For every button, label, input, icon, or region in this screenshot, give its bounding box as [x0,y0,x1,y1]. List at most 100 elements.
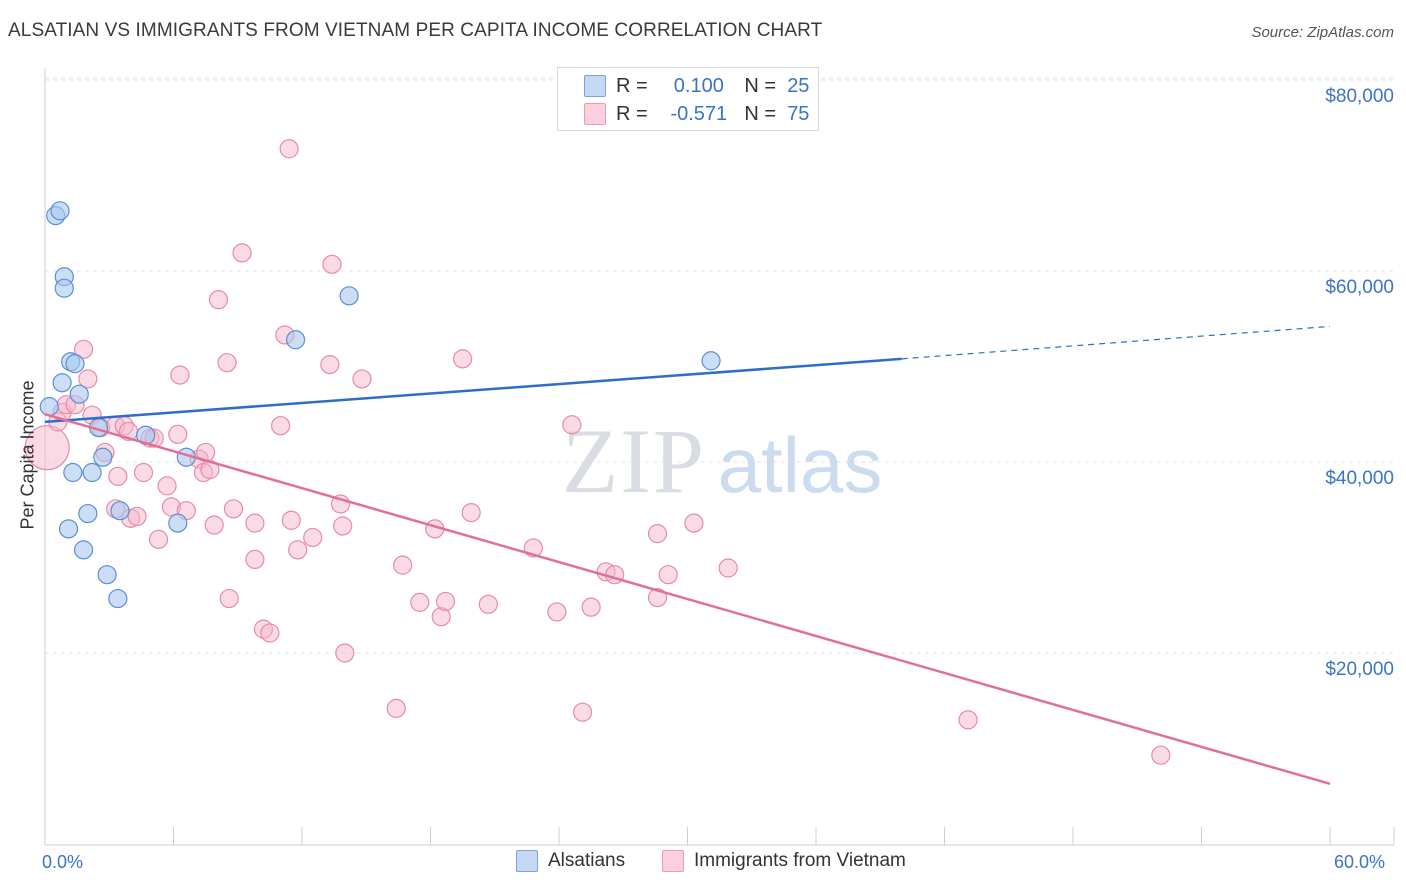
data-point-vietnam [281,510,301,530]
watermark-atlas: atlas [718,421,883,509]
data-point-vietnam [393,555,413,575]
y-tick-label: $80,000 [1325,86,1394,107]
data-point-vietnam [288,540,308,560]
bottom-legend-vietnam: Immigrants from Vietnam [662,850,906,872]
data-point-vietnam [684,513,704,533]
data-point-vietnam [303,527,323,548]
data-point-vietnam [352,369,372,389]
chart-source: Source: ZipAtlas.com [1251,24,1394,41]
data-point-alsatians [168,513,188,533]
data-point-vietnam [333,516,353,536]
legend-swatch-blue [584,75,606,97]
data-point-vietnam [270,416,291,436]
trend-lines [44,325,1331,786]
data-point-vietnam [204,515,224,535]
legend-n-label: N = [744,102,777,125]
data-point-alsatians [701,351,721,371]
data-point-alsatians [78,503,98,524]
watermark-zip: ZIP [562,410,706,512]
data-point-vietnam [435,591,456,612]
watermark: ZIP atlas [562,410,882,512]
axes [44,68,1395,846]
series-alsatians [39,201,721,609]
data-point-vietnam [223,499,244,519]
data-point-alsatians [52,373,72,393]
data-point-vietnam [547,602,567,622]
trend-line-alsatians [44,357,902,424]
data-point-alsatians [73,540,94,560]
data-point-vietnam [478,594,498,614]
data-point-vietnam [562,415,582,435]
data-point-vietnam [127,506,147,527]
data-point-vietnam [461,503,481,523]
trend-line-vietnam [44,413,1331,786]
data-point-alsatians [93,447,113,467]
data-point-vietnam [581,597,601,617]
data-point-alsatians [339,286,359,306]
data-point-vietnam [208,290,229,310]
data-point-vietnam [453,349,473,369]
data-point-alsatians [65,354,85,374]
y-tick-label: $40,000 [1325,468,1394,489]
legend-r-label: R = [616,102,648,125]
data-point-alsatians [39,397,59,417]
y-axis-label: Per Capita Income [17,380,38,530]
data-point-vietnam [647,588,668,608]
data-point-vietnam [410,592,430,612]
bottom-legend-label-vietnam: Immigrants from Vietnam [694,850,906,871]
data-point-vietnam [24,425,70,471]
bottom-legend-alsatians: Alsatians [516,850,625,872]
trend-line-alsatians-extension [901,325,1331,360]
legend-n-value-vietnam: 75 [787,102,810,125]
data-point-vietnam [73,339,94,359]
data-point-alsatians [50,201,70,221]
series-immigrants-from-vietnam [24,139,1171,765]
legend-n-label: N = [744,74,777,97]
data-point-vietnam [647,524,668,544]
data-point-vietnam [232,243,252,263]
data-point-vietnam [279,139,299,159]
data-point-alsatians [63,462,83,483]
y-tick-label: $60,000 [1325,277,1394,298]
data-point-vietnam [148,529,169,549]
data-point-vietnam [170,365,190,385]
x-tick-label-min: 0.0% [42,852,84,872]
data-point-vietnam [322,254,342,274]
data-point-vietnam [320,354,340,375]
data-point-vietnam [168,424,188,444]
data-point-alsatians [110,501,130,521]
bottom-legend-swatch-blue [516,850,538,872]
data-point-vietnam [572,702,593,722]
bottom-legend-label-alsatians: Alsatians [548,850,626,871]
data-point-vietnam [245,549,265,570]
data-point-vietnam [1151,745,1171,765]
legend-r-value-alsatians: 0.100 [673,74,724,97]
data-point-alsatians [82,462,102,483]
legend-n-value-alsatians: 25 [787,74,810,97]
data-point-vietnam [245,513,265,533]
data-point-vietnam [78,369,98,389]
data-point-alsatians [285,330,306,350]
data-point-alsatians [69,384,89,404]
data-point-vietnam [157,476,177,496]
data-point-vietnam [133,462,154,483]
data-point-alsatians [108,588,128,609]
data-point-vietnam [219,588,239,609]
data-point-vietnam [958,710,978,730]
y-tick-label: $20,000 [1325,659,1394,680]
data-point-alsatians [54,278,74,298]
data-point-vietnam [335,643,355,663]
data-point-vietnam [108,466,128,486]
legend-r-value-vietnam: -0.571 [670,102,728,125]
data-point-vietnam [217,353,237,373]
data-point-alsatians [58,519,79,539]
chart-title: ALSATIAN VS IMMIGRANTS FROM VIETNAM PER … [8,20,823,41]
legend-swatch-pink [584,103,606,125]
x-tick-label-max: 60.0% [1334,852,1386,872]
legend-r-label: R = [616,74,648,97]
data-point-vietnam [386,698,406,718]
data-point-vietnam [718,558,738,578]
bottom-legend-swatch-pink [662,850,684,872]
data-point-vietnam [260,623,280,643]
